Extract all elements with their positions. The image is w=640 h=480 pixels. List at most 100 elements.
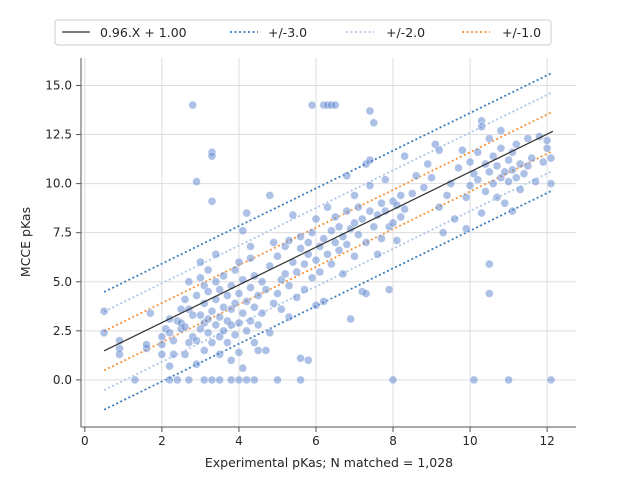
data-point <box>350 191 359 200</box>
data-point <box>207 306 217 316</box>
data-point <box>226 355 236 365</box>
data-point <box>311 214 321 224</box>
data-point <box>419 183 429 192</box>
data-point <box>215 375 224 385</box>
data-point <box>146 308 155 318</box>
data-point <box>242 297 251 306</box>
data-point <box>292 267 302 277</box>
data-point <box>296 244 305 253</box>
data-point <box>423 159 432 169</box>
data-point <box>477 208 486 218</box>
data-point <box>361 238 371 247</box>
data-point <box>284 312 294 322</box>
data-point <box>196 257 205 267</box>
data-point <box>365 155 375 165</box>
data-point <box>407 189 417 198</box>
data-point <box>226 320 236 330</box>
data-point <box>442 191 452 200</box>
data-point <box>311 301 321 310</box>
data-point <box>365 106 375 116</box>
legend-label-band-3: +/-3.0 <box>268 25 307 40</box>
y-axis-label: MCCE pKas <box>18 207 33 277</box>
data-point <box>130 375 140 385</box>
data-point <box>284 281 294 290</box>
data-point <box>538 157 548 167</box>
data-point <box>315 267 325 277</box>
data-point <box>307 273 317 283</box>
data-point <box>319 297 328 306</box>
data-point <box>354 202 363 212</box>
data-point <box>211 249 221 259</box>
data-point <box>284 236 294 245</box>
data-point <box>288 210 298 220</box>
data-point <box>461 193 471 202</box>
data-point <box>523 134 533 143</box>
fit-line <box>103 130 554 352</box>
data-point <box>230 265 240 275</box>
data-point <box>99 306 109 316</box>
data-point <box>234 348 244 357</box>
y-tick-label: 15.0 <box>45 78 72 92</box>
data-point <box>230 330 240 340</box>
data-point <box>496 126 506 135</box>
data-point <box>327 226 336 236</box>
data-point <box>242 326 251 336</box>
data-point <box>188 100 198 110</box>
data-point <box>207 338 217 347</box>
data-point <box>511 173 521 183</box>
data-point <box>492 193 502 202</box>
data-point <box>242 208 251 218</box>
data-point <box>369 118 379 128</box>
data-point <box>508 206 517 216</box>
data-point <box>350 218 359 228</box>
data-point <box>265 191 275 200</box>
data-point <box>180 322 190 332</box>
data-point <box>257 277 267 287</box>
data-point <box>504 155 513 165</box>
legend-box <box>54 19 552 46</box>
data-point <box>388 375 398 385</box>
grid <box>81 58 576 427</box>
data-point <box>485 167 494 177</box>
data-point <box>192 359 201 369</box>
legend-label-band-1: +/-1.0 <box>502 25 541 40</box>
data-point <box>215 350 224 359</box>
data-point <box>542 136 552 145</box>
data-point <box>173 375 182 385</box>
x-tick-label: 4 <box>235 434 243 448</box>
data-point <box>196 273 205 283</box>
x-tick-label: 8 <box>389 434 397 448</box>
data-point <box>346 314 355 324</box>
data-point <box>207 151 217 161</box>
legend-label-fit: 0.96.X + 1.00 <box>100 25 187 40</box>
data-point <box>246 283 255 292</box>
data-point <box>477 122 486 131</box>
data-point <box>373 249 382 259</box>
data-point <box>450 214 459 224</box>
data-point <box>504 375 513 385</box>
data-point <box>323 202 332 212</box>
data-point <box>511 140 521 149</box>
data-point <box>165 328 174 338</box>
data-point <box>280 269 290 279</box>
data-point <box>269 299 278 308</box>
data-point <box>219 271 228 281</box>
data-point <box>377 198 386 208</box>
data-point <box>350 251 359 261</box>
data-point <box>361 289 371 298</box>
data-point <box>169 350 178 359</box>
data-point <box>207 375 217 385</box>
data-point <box>165 361 174 371</box>
data-point <box>192 336 201 345</box>
data-point <box>523 161 533 171</box>
data-point <box>327 259 336 269</box>
data-point <box>238 308 248 318</box>
data-point <box>519 169 529 179</box>
data-point <box>531 177 540 186</box>
data-point <box>292 293 302 302</box>
data-point <box>300 285 309 294</box>
data-point <box>296 354 305 363</box>
data-point <box>296 232 305 241</box>
data-point <box>246 253 255 263</box>
